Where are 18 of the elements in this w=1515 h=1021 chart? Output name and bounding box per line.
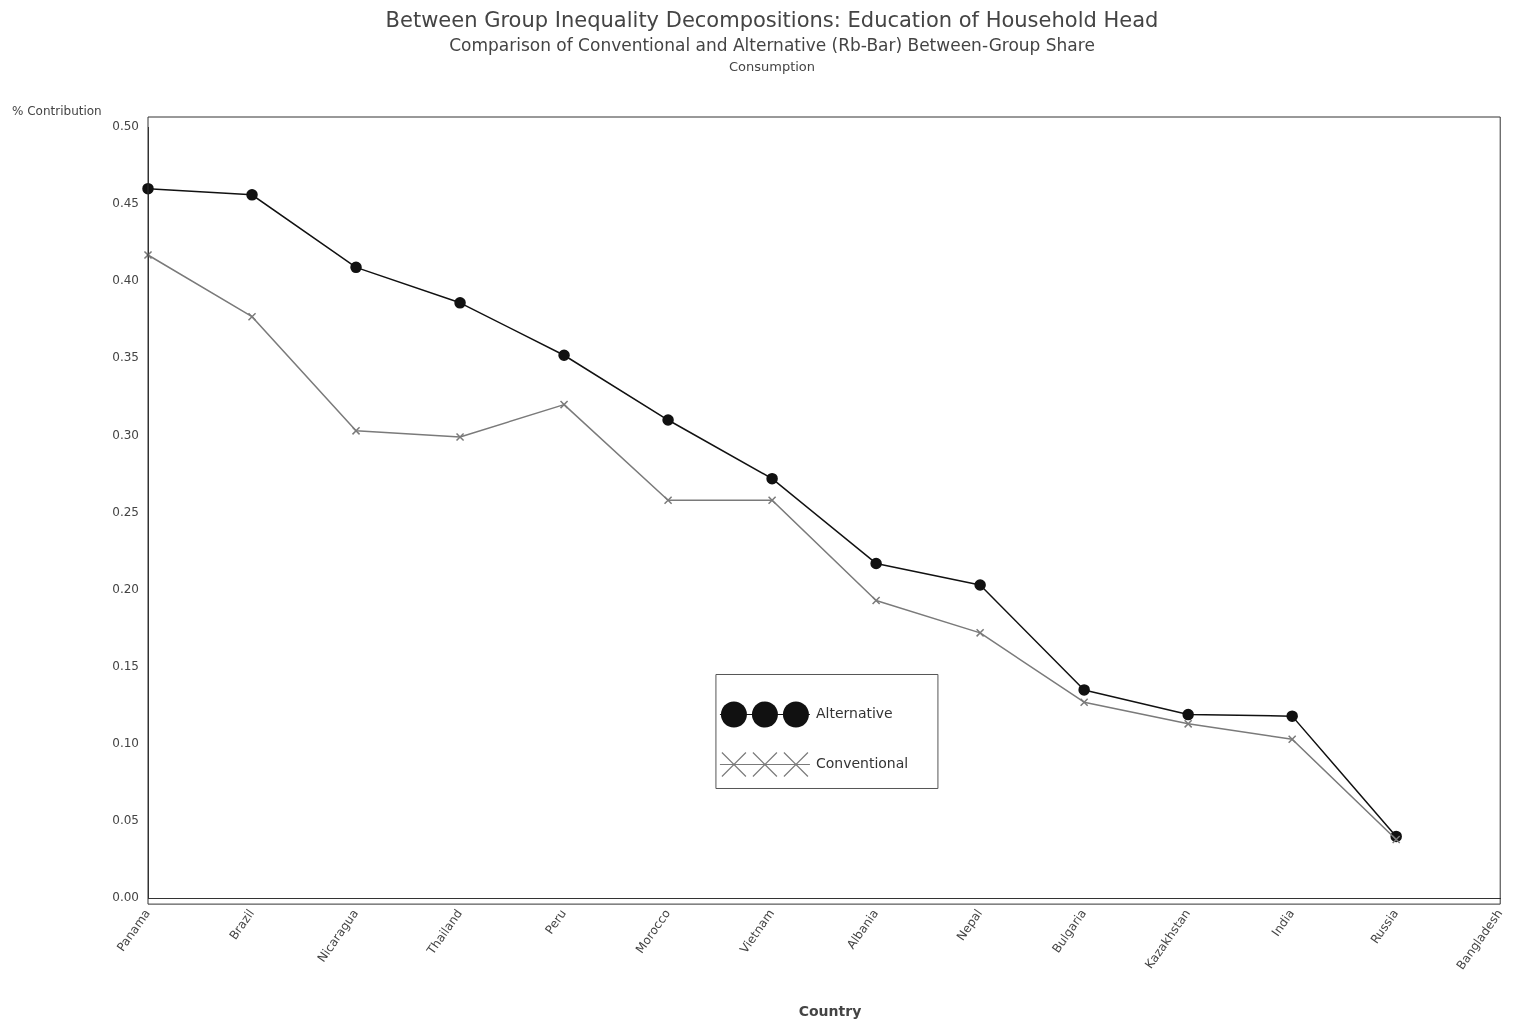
y-tick-label: 0.30 — [112, 427, 139, 442]
y-tick-label: 0.05 — [112, 813, 139, 828]
y-axis-title: % Contribution — [12, 104, 102, 118]
text: Consumption — [728, 59, 816, 74]
y-tick-label: 0.45 — [112, 196, 139, 211]
y-tick-label: 0.50 — [112, 119, 139, 134]
y-tick-label: 0.10 — [112, 736, 139, 751]
y-tick-label: 0.15 — [112, 658, 139, 673]
legend-label: Alternative — [815, 705, 893, 722]
y-tick-label: 0.00 — [112, 890, 139, 905]
y-tick-label: 0.20 — [112, 581, 139, 596]
y-tick-label: 0.35 — [112, 350, 139, 365]
chart-subtitle: Comparison of Conventional and Alternative (Rb-Bar) Between-Group Share — [449, 35, 1095, 55]
legend-label: Conventional — [815, 755, 909, 772]
y-tick-label: 0.25 — [112, 504, 139, 519]
x-axis-title: Country — [798, 1003, 862, 1019]
chart-title: Between Group Inequality Decompositions: Education of Household Head — [385, 8, 1159, 32]
y-tick-label: 0.40 — [112, 273, 139, 288]
